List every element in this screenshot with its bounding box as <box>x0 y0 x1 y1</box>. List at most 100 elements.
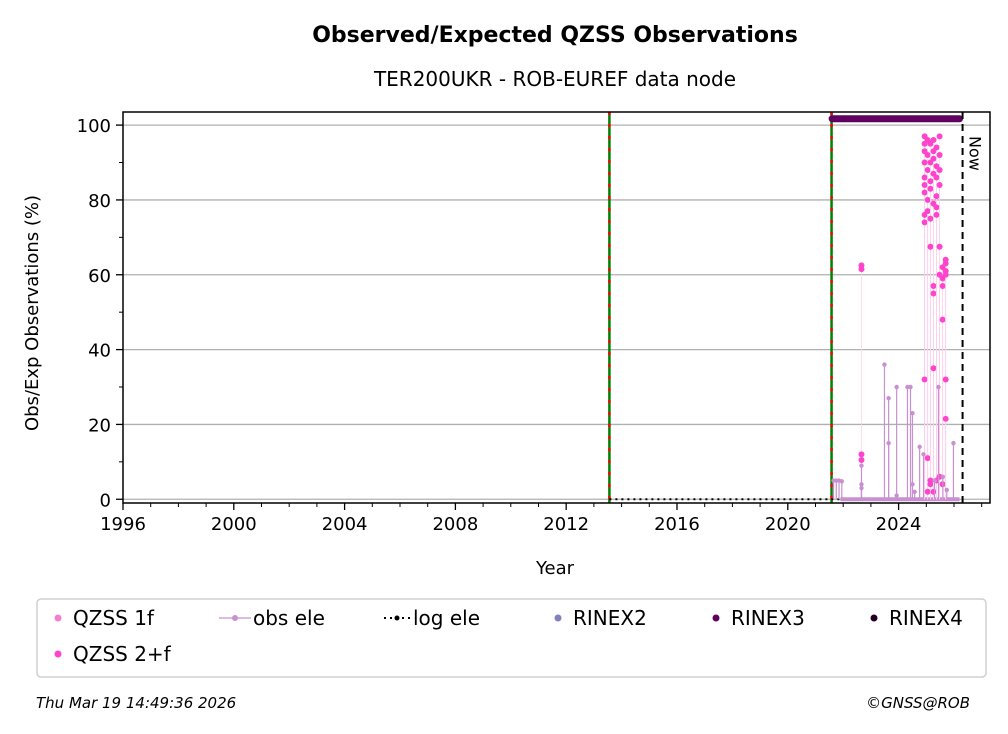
obs-ele-point <box>894 493 899 498</box>
qzss-2f-point <box>942 260 949 267</box>
qzss-2f-point <box>930 290 937 297</box>
obs-ele-point <box>917 444 922 450</box>
qzss-2f-point <box>921 189 928 196</box>
qzss-2f-point <box>924 196 931 203</box>
qzss-2f-point <box>921 376 928 383</box>
y-tick-label: 0 <box>100 490 111 511</box>
obs-ele-point <box>859 482 864 487</box>
legend-label: QZSS 2+f <box>73 642 172 666</box>
y-axis-label: Obs/Exp Observations (%) <box>22 195 43 431</box>
obs-ele-point <box>932 478 937 483</box>
qzss-2f-point <box>858 456 865 463</box>
y-tick-label: 80 <box>88 191 111 212</box>
obs-ele-point <box>894 384 899 390</box>
qzss-2f-point <box>930 488 937 495</box>
legend-marker <box>232 615 238 621</box>
qzss-2f-point <box>924 166 931 173</box>
obs-ele-point <box>882 362 887 367</box>
qzss-2f-point <box>936 166 943 173</box>
qzss-2f-point <box>936 181 943 188</box>
obs-ele-point <box>886 396 891 401</box>
chart-subtitle: TER200UKR - ROB-EUREF data node <box>373 67 736 91</box>
obs-ele-point <box>859 463 864 468</box>
obs-ele-point <box>908 384 913 390</box>
qzss-2f-point <box>858 266 865 273</box>
qzss-2f-point <box>942 271 949 278</box>
obs-ele-point <box>940 474 946 480</box>
legend-label: RINEX4 <box>889 606 963 630</box>
qzss-2f-point <box>936 243 943 250</box>
qzss-2f-point <box>927 243 934 250</box>
now-label: Now <box>966 136 985 171</box>
y-tick-label: 100 <box>77 116 111 137</box>
x-tick-label: 2020 <box>765 514 811 535</box>
qzss-2f-point <box>924 152 931 159</box>
qzss-2f-point <box>927 215 934 222</box>
x-tick-label: 2008 <box>432 514 478 535</box>
qzss-2f-point <box>924 455 931 462</box>
qzss-2f-point <box>933 204 940 211</box>
legend-marker <box>54 650 62 658</box>
legend-marker <box>394 615 400 621</box>
qzss-2f-point <box>942 376 949 383</box>
x-axis-label: Year <box>535 558 575 579</box>
y-tick-label: 60 <box>88 266 111 287</box>
qzss-2f-point <box>921 174 928 181</box>
legend-marker <box>870 614 878 622</box>
qzss-2f-point <box>927 481 934 488</box>
qzss-2f-point <box>933 193 940 200</box>
obs-ele-point <box>910 482 915 487</box>
qzss-2f-point <box>942 415 949 422</box>
x-tick-label: 2012 <box>543 514 589 535</box>
legend-label: RINEX3 <box>731 606 805 630</box>
y-tick-label: 20 <box>88 415 111 436</box>
obs-ele-point <box>912 489 917 494</box>
qzss-2f-point <box>933 211 940 218</box>
x-tick-label: 2004 <box>322 514 368 535</box>
qzss-2f-point <box>933 144 940 151</box>
qzss-2f-point <box>930 365 937 372</box>
obs-ele-point <box>951 440 956 446</box>
obs-ele-point <box>936 384 941 390</box>
y-tick-label: 40 <box>88 341 111 362</box>
qzss-2f-point <box>939 316 946 323</box>
x-tick-label: 2016 <box>654 514 700 535</box>
qzss-2f-point <box>939 282 946 289</box>
credit: ©GNSS@ROB <box>866 694 970 712</box>
legend-label: QZSS 1f <box>73 606 155 630</box>
qzss-2f-point <box>858 451 865 458</box>
qzss-2f-point <box>927 178 934 185</box>
qzss-2f-point <box>924 208 931 215</box>
legend-label: RINEX2 <box>573 606 647 630</box>
legend-label: log ele <box>413 606 480 630</box>
x-tick-label: 2024 <box>876 514 922 535</box>
obs-ele-point <box>859 485 864 491</box>
x-tick-label: 1996 <box>100 514 146 535</box>
qzss-2f-point <box>921 159 928 166</box>
qzss-2f-point <box>936 152 943 159</box>
legend-marker <box>712 614 720 622</box>
legend-box <box>36 598 987 678</box>
qzss-2f-point <box>933 174 940 181</box>
legend-marker <box>54 614 62 622</box>
obs-ele-point <box>886 440 891 446</box>
qzss-2f-point <box>921 219 928 226</box>
timestamp: Thu Mar 19 14:49:36 2026 <box>36 694 237 712</box>
qzss-2f-point <box>930 137 937 144</box>
qzss-2f-point <box>921 181 928 188</box>
x-tick-label: 2000 <box>211 514 257 535</box>
qzss-2f-point <box>936 133 943 140</box>
obs-ele-point <box>944 487 949 493</box>
plot-frame <box>122 111 991 504</box>
legend-label: obs ele <box>253 606 325 630</box>
obs-ele-point <box>905 384 910 390</box>
qzss-2f-point <box>927 185 934 192</box>
qzss-2f-point <box>930 282 937 289</box>
legend-marker <box>554 614 562 622</box>
obs-ele-point <box>921 452 926 457</box>
chart-title: Observed/Expected QZSS Observations <box>312 23 798 48</box>
qzss-2f-point <box>930 155 937 162</box>
obs-ele-point <box>839 479 845 484</box>
